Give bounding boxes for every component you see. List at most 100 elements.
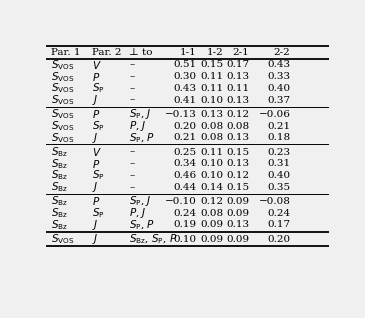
Text: $S_{\rm Bz}$: $S_{\rm Bz}$ [51,195,68,208]
Text: 0.23: 0.23 [267,148,290,156]
Text: 0.08: 0.08 [226,121,249,131]
Text: 0.12: 0.12 [226,171,249,180]
Text: –: – [129,171,134,180]
Text: 2-1: 2-1 [233,48,249,57]
Text: 0.25: 0.25 [174,148,197,156]
Text: $P$: $P$ [92,158,100,170]
Text: 0.09: 0.09 [201,235,224,244]
Text: $S_{\rm Bz}$: $S_{\rm Bz}$ [51,157,68,171]
Text: 0.17: 0.17 [226,60,249,69]
Text: $S_{\rm VOS}$: $S_{\rm VOS}$ [51,131,75,145]
Text: $S_{\rm VOS}$: $S_{\rm VOS}$ [51,119,75,133]
Text: 0.33: 0.33 [267,72,290,81]
Text: $S_{\rm Bz}$: $S_{\rm Bz}$ [51,206,68,220]
Text: 0.30: 0.30 [174,72,197,81]
Text: 0.08: 0.08 [201,121,224,131]
Text: 0.11: 0.11 [201,148,224,156]
Text: –: – [129,183,134,192]
Text: 0.08: 0.08 [201,133,224,142]
Text: –: – [129,60,134,69]
Text: $S_{\rm P}$, $J$: $S_{\rm P}$, $J$ [129,107,152,121]
Text: 0.09: 0.09 [201,220,224,230]
Text: 0.09: 0.09 [226,197,249,206]
Text: 0.46: 0.46 [174,171,197,180]
Text: 1-1: 1-1 [180,48,197,57]
Text: 0.51: 0.51 [174,60,197,69]
Text: 0.15: 0.15 [226,183,249,192]
Text: $S_{\rm VOS}$: $S_{\rm VOS}$ [51,107,75,121]
Text: –: – [129,72,134,81]
Text: $S_{\rm P}$: $S_{\rm P}$ [92,119,105,133]
Text: 0.31: 0.31 [267,159,290,168]
Text: $P$: $P$ [92,71,100,83]
Text: 0.15: 0.15 [226,148,249,156]
Text: $V$: $V$ [92,146,102,158]
Text: –: – [129,96,134,105]
Text: 0.12: 0.12 [226,110,249,119]
Text: 0.13: 0.13 [201,110,224,119]
Text: 0.08: 0.08 [201,209,224,218]
Text: 0.24: 0.24 [174,209,197,218]
Text: 0.20: 0.20 [267,235,290,244]
Text: $S_{\rm P}$, $P$: $S_{\rm P}$, $P$ [129,131,155,145]
Text: 0.37: 0.37 [267,96,290,105]
Text: 0.21: 0.21 [174,133,197,142]
Text: $J$: $J$ [92,232,99,246]
Text: 0.43: 0.43 [267,60,290,69]
Text: 0.19: 0.19 [174,220,197,230]
Text: ⊥ to: ⊥ to [129,48,153,57]
Text: $S_{\rm Bz}$: $S_{\rm Bz}$ [51,145,68,159]
Text: 0.40: 0.40 [267,84,290,93]
Text: –: – [129,148,134,156]
Text: $S_{\rm Bz}$, $S_{\rm P}$, $P$: $S_{\rm Bz}$, $S_{\rm P}$, $P$ [129,232,177,246]
Text: 0.15: 0.15 [201,60,224,69]
Text: $S_{\rm VOS}$: $S_{\rm VOS}$ [51,93,75,107]
Text: 0.40: 0.40 [267,171,290,180]
Text: $S_{\rm Bz}$: $S_{\rm Bz}$ [51,169,68,183]
Text: 0.11: 0.11 [201,84,224,93]
Text: 0.24: 0.24 [267,209,290,218]
Text: $S_{\rm P}$: $S_{\rm P}$ [92,169,105,183]
Text: 0.14: 0.14 [201,183,224,192]
Text: 0.13: 0.13 [226,159,249,168]
Text: $P$: $P$ [92,108,100,120]
Text: 0.09: 0.09 [226,209,249,218]
Text: 0.20: 0.20 [174,121,197,131]
Text: 0.09: 0.09 [226,235,249,244]
Text: $J$: $J$ [92,218,99,232]
Text: –: – [129,159,134,168]
Text: –: – [129,84,134,93]
Text: −0.10: −0.10 [165,197,197,206]
Text: $S_{\rm Bz}$: $S_{\rm Bz}$ [51,180,68,194]
Text: $S_{\rm VOS}$: $S_{\rm VOS}$ [51,232,75,246]
Text: 0.18: 0.18 [267,133,290,142]
Text: 0.11: 0.11 [226,84,249,93]
Text: $S_{\rm P}$, $J$: $S_{\rm P}$, $J$ [129,195,152,209]
Text: $P$: $P$ [92,196,100,207]
Text: 0.17: 0.17 [267,220,290,230]
Text: 0.34: 0.34 [174,159,197,168]
Text: $S_{\rm VOS}$: $S_{\rm VOS}$ [51,58,75,72]
Text: Par. 1: Par. 1 [51,48,81,57]
Text: −0.06: −0.06 [258,110,290,119]
Text: 0.10: 0.10 [174,235,197,244]
Text: $S_{\rm P}$: $S_{\rm P}$ [92,81,105,95]
Text: 0.10: 0.10 [201,96,224,105]
Text: 0.13: 0.13 [226,133,249,142]
Text: 0.10: 0.10 [201,159,224,168]
Text: −0.08: −0.08 [258,197,290,206]
Text: $J$: $J$ [92,131,99,145]
Text: 0.11: 0.11 [201,72,224,81]
Text: 0.21: 0.21 [267,121,290,131]
Text: −0.13: −0.13 [165,110,197,119]
Text: 0.43: 0.43 [174,84,197,93]
Text: 0.35: 0.35 [267,183,290,192]
Text: $J$: $J$ [92,93,99,107]
Text: $V$: $V$ [92,59,102,71]
Text: $S_{\rm P}$, $P$: $S_{\rm P}$, $P$ [129,218,155,232]
Text: 1-2: 1-2 [207,48,224,57]
Text: 0.44: 0.44 [174,183,197,192]
Text: 0.41: 0.41 [174,96,197,105]
Text: 0.13: 0.13 [226,96,249,105]
Text: 0.13: 0.13 [226,72,249,81]
